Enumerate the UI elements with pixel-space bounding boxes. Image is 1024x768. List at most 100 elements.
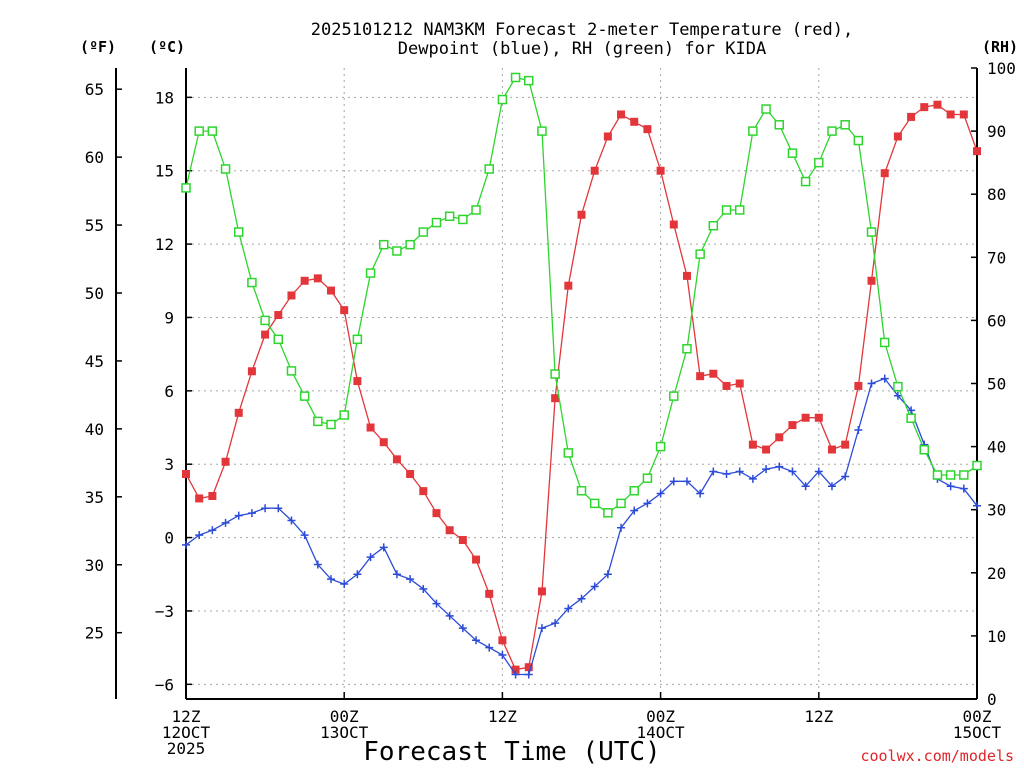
time-tick-label: 00Z (646, 707, 675, 726)
rh-point (800, 176, 811, 187)
rh-point (827, 126, 837, 136)
dewpoint-point (472, 636, 481, 645)
dewpoint-point (287, 516, 296, 525)
dewpoint-point (195, 531, 204, 540)
2-meter-temperature-point (696, 372, 705, 381)
rh-point (471, 205, 481, 215)
2-meter-temperature-point (933, 100, 942, 109)
rh-point (695, 249, 705, 259)
2-meter-temperature-point (353, 377, 362, 386)
dewpoint-point (669, 477, 678, 486)
dewpoint-point (313, 560, 322, 569)
dewpoint-point (762, 465, 771, 474)
2-meter-temperature-point (893, 132, 902, 141)
2-meter-temperature-point (419, 487, 428, 496)
celsius-tick-label: −6 (155, 675, 174, 694)
rh-tick-label: 100 (987, 59, 1016, 78)
rh-point (932, 470, 943, 480)
dewpoint-point (458, 624, 467, 633)
2-meter-temperature-point (762, 445, 771, 454)
fahrenheit-tick-label: 35 (85, 488, 104, 507)
2-meter-temperature-point (498, 636, 507, 645)
dewpoint-point (406, 575, 415, 584)
rh-point (814, 157, 824, 168)
2-meter-temperature-point (432, 509, 441, 518)
2-meter-temperature-point (788, 421, 797, 430)
rh-point (405, 239, 415, 250)
dewpoint-series (182, 374, 981, 679)
rh-point (761, 104, 771, 114)
dewpoint-point (419, 584, 428, 593)
axes (115, 67, 978, 700)
2-meter-temperature-point (261, 330, 270, 339)
dewpoint-point (511, 670, 520, 679)
rh-point (589, 498, 600, 509)
celsius-tick-label: 12 (155, 235, 174, 254)
dewpoint-point (379, 543, 388, 552)
2-meter-temperature-point (801, 413, 810, 422)
rh-point (352, 334, 363, 345)
2-meter-temperature-series (182, 100, 981, 674)
dewpoint-point (524, 670, 533, 679)
rh-point (431, 217, 442, 228)
rh-point (959, 470, 969, 480)
rh-point (260, 315, 270, 326)
rh-point (866, 227, 877, 237)
rh-point (629, 486, 639, 496)
rh-point (181, 183, 191, 193)
2-meter-temperature-point (880, 169, 889, 178)
rh-point (642, 473, 653, 483)
2-meter-temperature-point (551, 394, 560, 403)
dewpoint-point (656, 489, 665, 498)
2-meter-temperature-point (274, 311, 283, 320)
fahrenheit-tick-label: 50 (85, 284, 104, 303)
dewpoint-point (748, 474, 757, 483)
rh-point (853, 135, 864, 146)
rh-point (669, 391, 679, 401)
2-meter-temperature-point (366, 423, 375, 432)
2-meter-temperature-point (300, 276, 309, 285)
dewpoint-point (630, 506, 639, 515)
rh-point (563, 448, 574, 458)
rh-point (919, 445, 930, 455)
dewpoint-point (353, 570, 362, 579)
rh-point (603, 508, 613, 518)
time-tick-label: 13OCT (320, 723, 369, 742)
dewpoint-point (893, 391, 902, 400)
dewpoint-point (274, 504, 283, 513)
dewpoint-point (234, 511, 243, 520)
2-meter-temperature-point (577, 210, 586, 219)
2-meter-temperature-point (445, 526, 454, 535)
time-tick-label: 14OCT (637, 723, 686, 742)
dewpoint-point (432, 599, 441, 608)
rh-point (734, 205, 745, 215)
dewpoint-point (366, 553, 375, 562)
rh-point (273, 334, 284, 345)
2-meter-temperature-point (630, 117, 639, 126)
dewpoint-point (827, 482, 836, 491)
2-meter-temperature-point (814, 413, 823, 422)
2-meter-temperature-point (208, 492, 217, 501)
rh-tick-label: 30 (987, 501, 1006, 520)
rh-point (299, 391, 310, 401)
celsius-tick-label: 6 (164, 382, 174, 401)
dewpoint-point (643, 499, 652, 508)
2-meter-temperature-point (603, 132, 612, 141)
dewpoint-point (973, 501, 981, 510)
2-meter-temperature-point (247, 367, 256, 376)
rh-point (484, 164, 494, 174)
fahrenheit-unit-label: (ºF) (80, 38, 116, 56)
rh-point (945, 470, 956, 480)
2-meter-temperature-point (907, 112, 916, 121)
celsius-unit-label: (ºC) (149, 38, 185, 56)
dewpoint-point (537, 624, 546, 633)
2-meter-temperature-point (182, 469, 190, 478)
rh-point (616, 498, 626, 509)
rh-point (537, 126, 547, 136)
rh-tick-label: 60 (987, 311, 1006, 330)
2-meter-temperature-point (669, 220, 678, 229)
rh-point (207, 126, 218, 136)
2-meter-temperature-point (709, 369, 718, 378)
2-meter-temperature-point (643, 125, 652, 134)
